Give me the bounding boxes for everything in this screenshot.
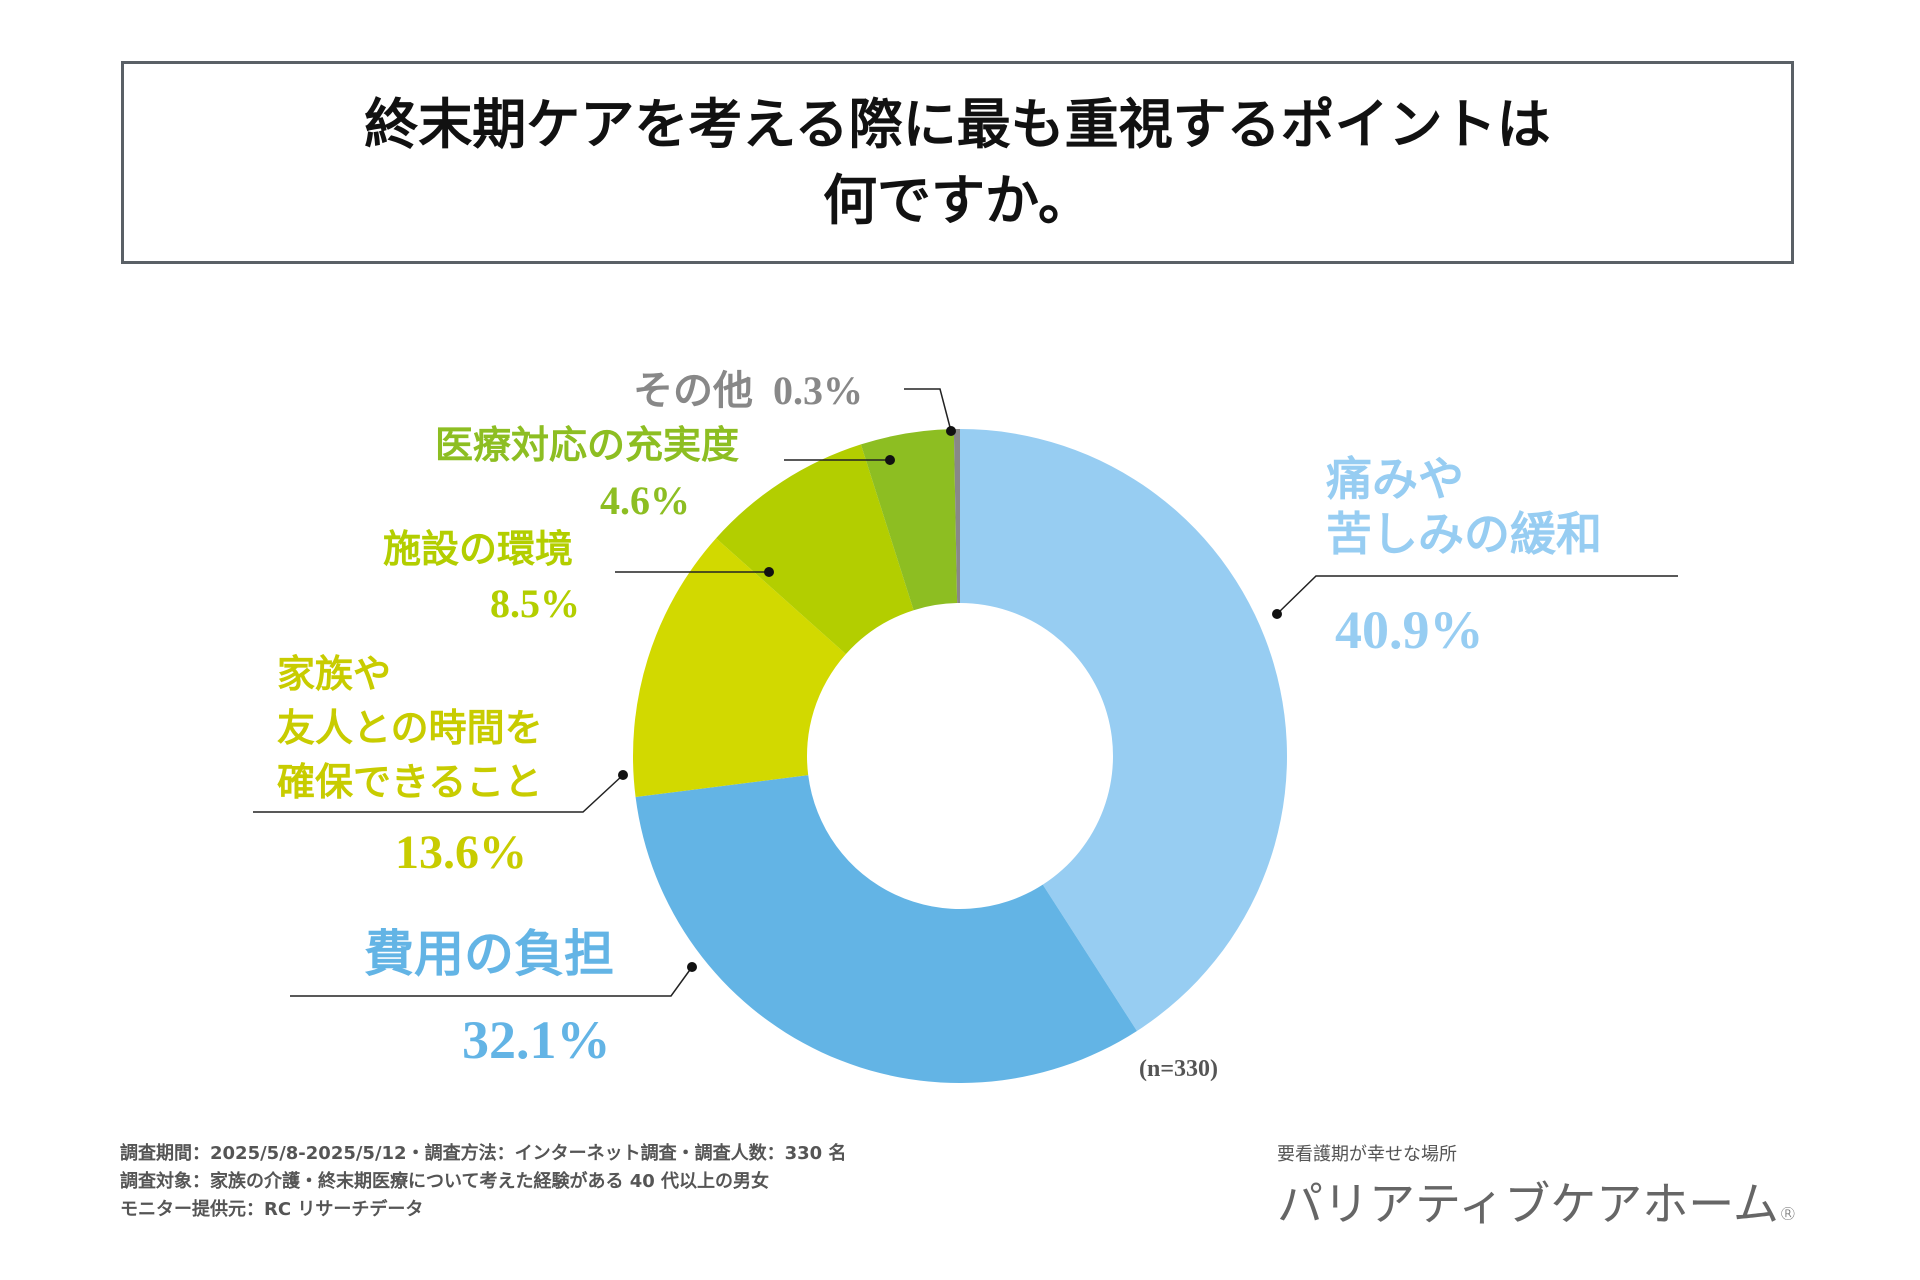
label-line: 苦しみの緩和	[1326, 509, 1602, 561]
label-family-time: 家族や 友人との時間を 確保できること	[277, 648, 543, 810]
logo-name: パリアティブケアホーム	[1277, 1177, 1779, 1231]
leader-dot-3	[764, 567, 774, 577]
leader-line-5	[904, 388, 952, 432]
value-cost: 32.1%	[462, 1010, 611, 1070]
registered-mark: ®	[1778, 1204, 1797, 1225]
donut-slice-2	[633, 538, 846, 797]
footer-line: モニター提供元：RC リサーチデータ	[120, 1199, 424, 1220]
value-family-time: 13.6%	[395, 826, 527, 879]
brand-logo: 要看護期が幸せな場所 パリアティブケアホーム®	[1277, 1140, 1797, 1234]
donut-slice-1	[635, 775, 1137, 1083]
value-facility: 8.5%	[490, 581, 580, 626]
leader-line-1	[290, 966, 693, 997]
sample-size-note: (n=330)	[1139, 1056, 1219, 1082]
value-text: 0.3%	[773, 368, 863, 413]
chart-title-line1: 終末期ケアを考える際に最も重視するポイントは	[364, 94, 1551, 155]
label-line: 確保できること	[277, 762, 543, 804]
chart-title-line2: 何ですか。	[823, 170, 1092, 231]
label-line: 家族や	[277, 654, 392, 696]
donut-slice-4	[860, 429, 958, 611]
footer-line: 調査期間：2025/5/8-2025/5/12・調査方法：インターネット調査・調…	[120, 1143, 847, 1164]
leader-dot-1	[687, 962, 697, 972]
donut-slice-0	[960, 429, 1288, 1031]
label-line: 友人との時間を	[277, 708, 543, 750]
value-pain-relief: 40.9%	[1335, 600, 1484, 660]
leader-dot-5	[946, 426, 956, 436]
leader-dot-2	[618, 770, 628, 780]
label-cost: 費用の負担	[364, 926, 614, 982]
leader-line-2	[253, 774, 624, 813]
label-line: 痛みや	[1326, 454, 1464, 505]
label-pain-relief: 痛みや 苦しみの緩和	[1326, 452, 1602, 562]
label-facility: 施設の環境	[383, 529, 574, 571]
label-medical: 医療対応の充実度	[435, 425, 740, 467]
leader-line-0	[1276, 575, 1678, 615]
label-text: その他	[633, 368, 753, 413]
logo-tagline: 要看護期が幸せな場所	[1277, 1144, 1457, 1165]
leader-dot-0	[1272, 609, 1282, 619]
donut-slice-3	[716, 444, 914, 655]
value-medical: 4.6%	[600, 478, 690, 523]
donut-slice-5	[953, 429, 960, 604]
survey-footer: 調査期間：2025/5/8-2025/5/12・調査方法：インターネット調査・調…	[120, 1140, 846, 1224]
label-other: その他 0.3%	[633, 367, 863, 415]
leader-dot-4	[885, 455, 895, 465]
footer-line: 調査対象：家族の介護・終末期医療について考えた経験がある 40 代以上の男女	[120, 1171, 770, 1192]
title-box: 終末期ケアを考える際に最も重視するポイントは 何ですか。	[121, 61, 1794, 264]
